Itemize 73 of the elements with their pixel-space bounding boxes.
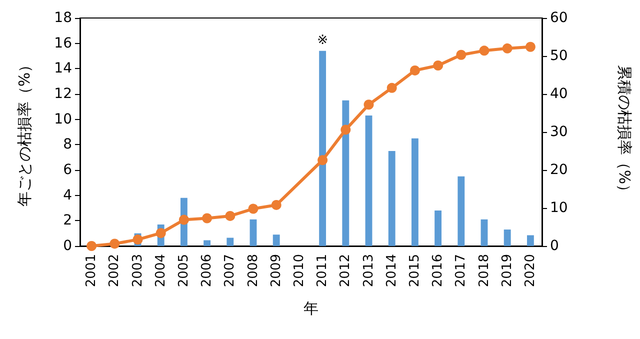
x-tick-label: 2006 xyxy=(200,254,215,288)
bar xyxy=(526,235,534,246)
bar xyxy=(480,219,488,246)
x-tick-label: 2013 xyxy=(361,254,376,288)
point xyxy=(433,60,444,70)
x-tick-label: 2014 xyxy=(384,254,400,288)
x-tick-label: 2017 xyxy=(454,254,469,288)
x-tick-label: 2012 xyxy=(338,254,354,288)
y2-tick-label: 50 xyxy=(550,48,568,64)
x-tick-label: 2004 xyxy=(153,254,168,288)
point xyxy=(248,204,258,214)
point xyxy=(202,213,212,224)
point xyxy=(525,42,536,52)
bar xyxy=(434,210,442,246)
point xyxy=(456,50,466,60)
y2-tick-label: 0 xyxy=(550,238,559,254)
annotation: ※ xyxy=(317,32,328,48)
y-tick-label: 4 xyxy=(63,187,72,204)
y-tick-label: 8 xyxy=(63,136,72,153)
y-tick-label: 12 xyxy=(54,86,72,102)
point xyxy=(318,155,328,166)
x-axis-title: 年 xyxy=(304,300,318,318)
bar xyxy=(411,138,418,246)
y-tick-label: 18 xyxy=(54,10,72,26)
point xyxy=(340,124,351,135)
point xyxy=(502,43,512,54)
point xyxy=(271,200,282,210)
point xyxy=(225,210,236,221)
x-tick-label: 2007 xyxy=(222,254,238,288)
x-tick-label: 2011 xyxy=(315,254,330,288)
point xyxy=(86,241,97,251)
x-tick-label: 2010 xyxy=(292,254,307,288)
bar xyxy=(342,100,350,246)
x-tick-label: 2003 xyxy=(130,254,146,288)
point xyxy=(110,238,120,249)
y-tick-label: 6 xyxy=(63,162,72,178)
y-tick-label: 14 xyxy=(54,60,72,77)
bar xyxy=(319,50,326,246)
y2-tick-label: 30 xyxy=(550,124,568,140)
point xyxy=(479,46,490,56)
point xyxy=(386,82,397,93)
x-tick-label: 2009 xyxy=(268,254,284,288)
y2-tick-label: 10 xyxy=(550,200,568,216)
point xyxy=(178,214,189,225)
x-tick-label: 2018 xyxy=(476,254,492,288)
bar xyxy=(504,230,511,246)
bar xyxy=(365,116,372,246)
bar xyxy=(204,240,211,246)
point xyxy=(156,228,166,238)
x-tick-label: 2020 xyxy=(522,254,538,288)
y-tick-label: 2 xyxy=(63,212,72,229)
y2-axis-title: 累積の枯損率（%） xyxy=(616,64,634,200)
bar xyxy=(250,219,257,246)
bar xyxy=(458,176,465,246)
x-tick-label: 2002 xyxy=(107,254,122,288)
point xyxy=(410,65,420,76)
bar xyxy=(272,234,280,246)
bar xyxy=(226,238,234,246)
y2-tick-label: 60 xyxy=(550,10,568,26)
x-tick-label: 2005 xyxy=(176,254,192,288)
point xyxy=(364,100,374,110)
x-tick-label: 2015 xyxy=(407,254,422,288)
x-tick-label: 2001 xyxy=(84,254,100,288)
x-tick-label: 2019 xyxy=(500,254,515,288)
bar xyxy=(388,151,396,246)
y-tick-label: 0 xyxy=(63,238,72,254)
y-tick-label: 10 xyxy=(54,111,72,128)
y-axis-title: 年ごとの枯損率（%） xyxy=(16,57,34,207)
x-tick-label: 2008 xyxy=(246,254,261,288)
y2-tick-label: 20 xyxy=(550,162,568,178)
y-tick-label: 16 xyxy=(54,35,72,52)
y2-tick-label: 40 xyxy=(550,86,568,102)
x-tick-label: 2016 xyxy=(430,254,446,288)
